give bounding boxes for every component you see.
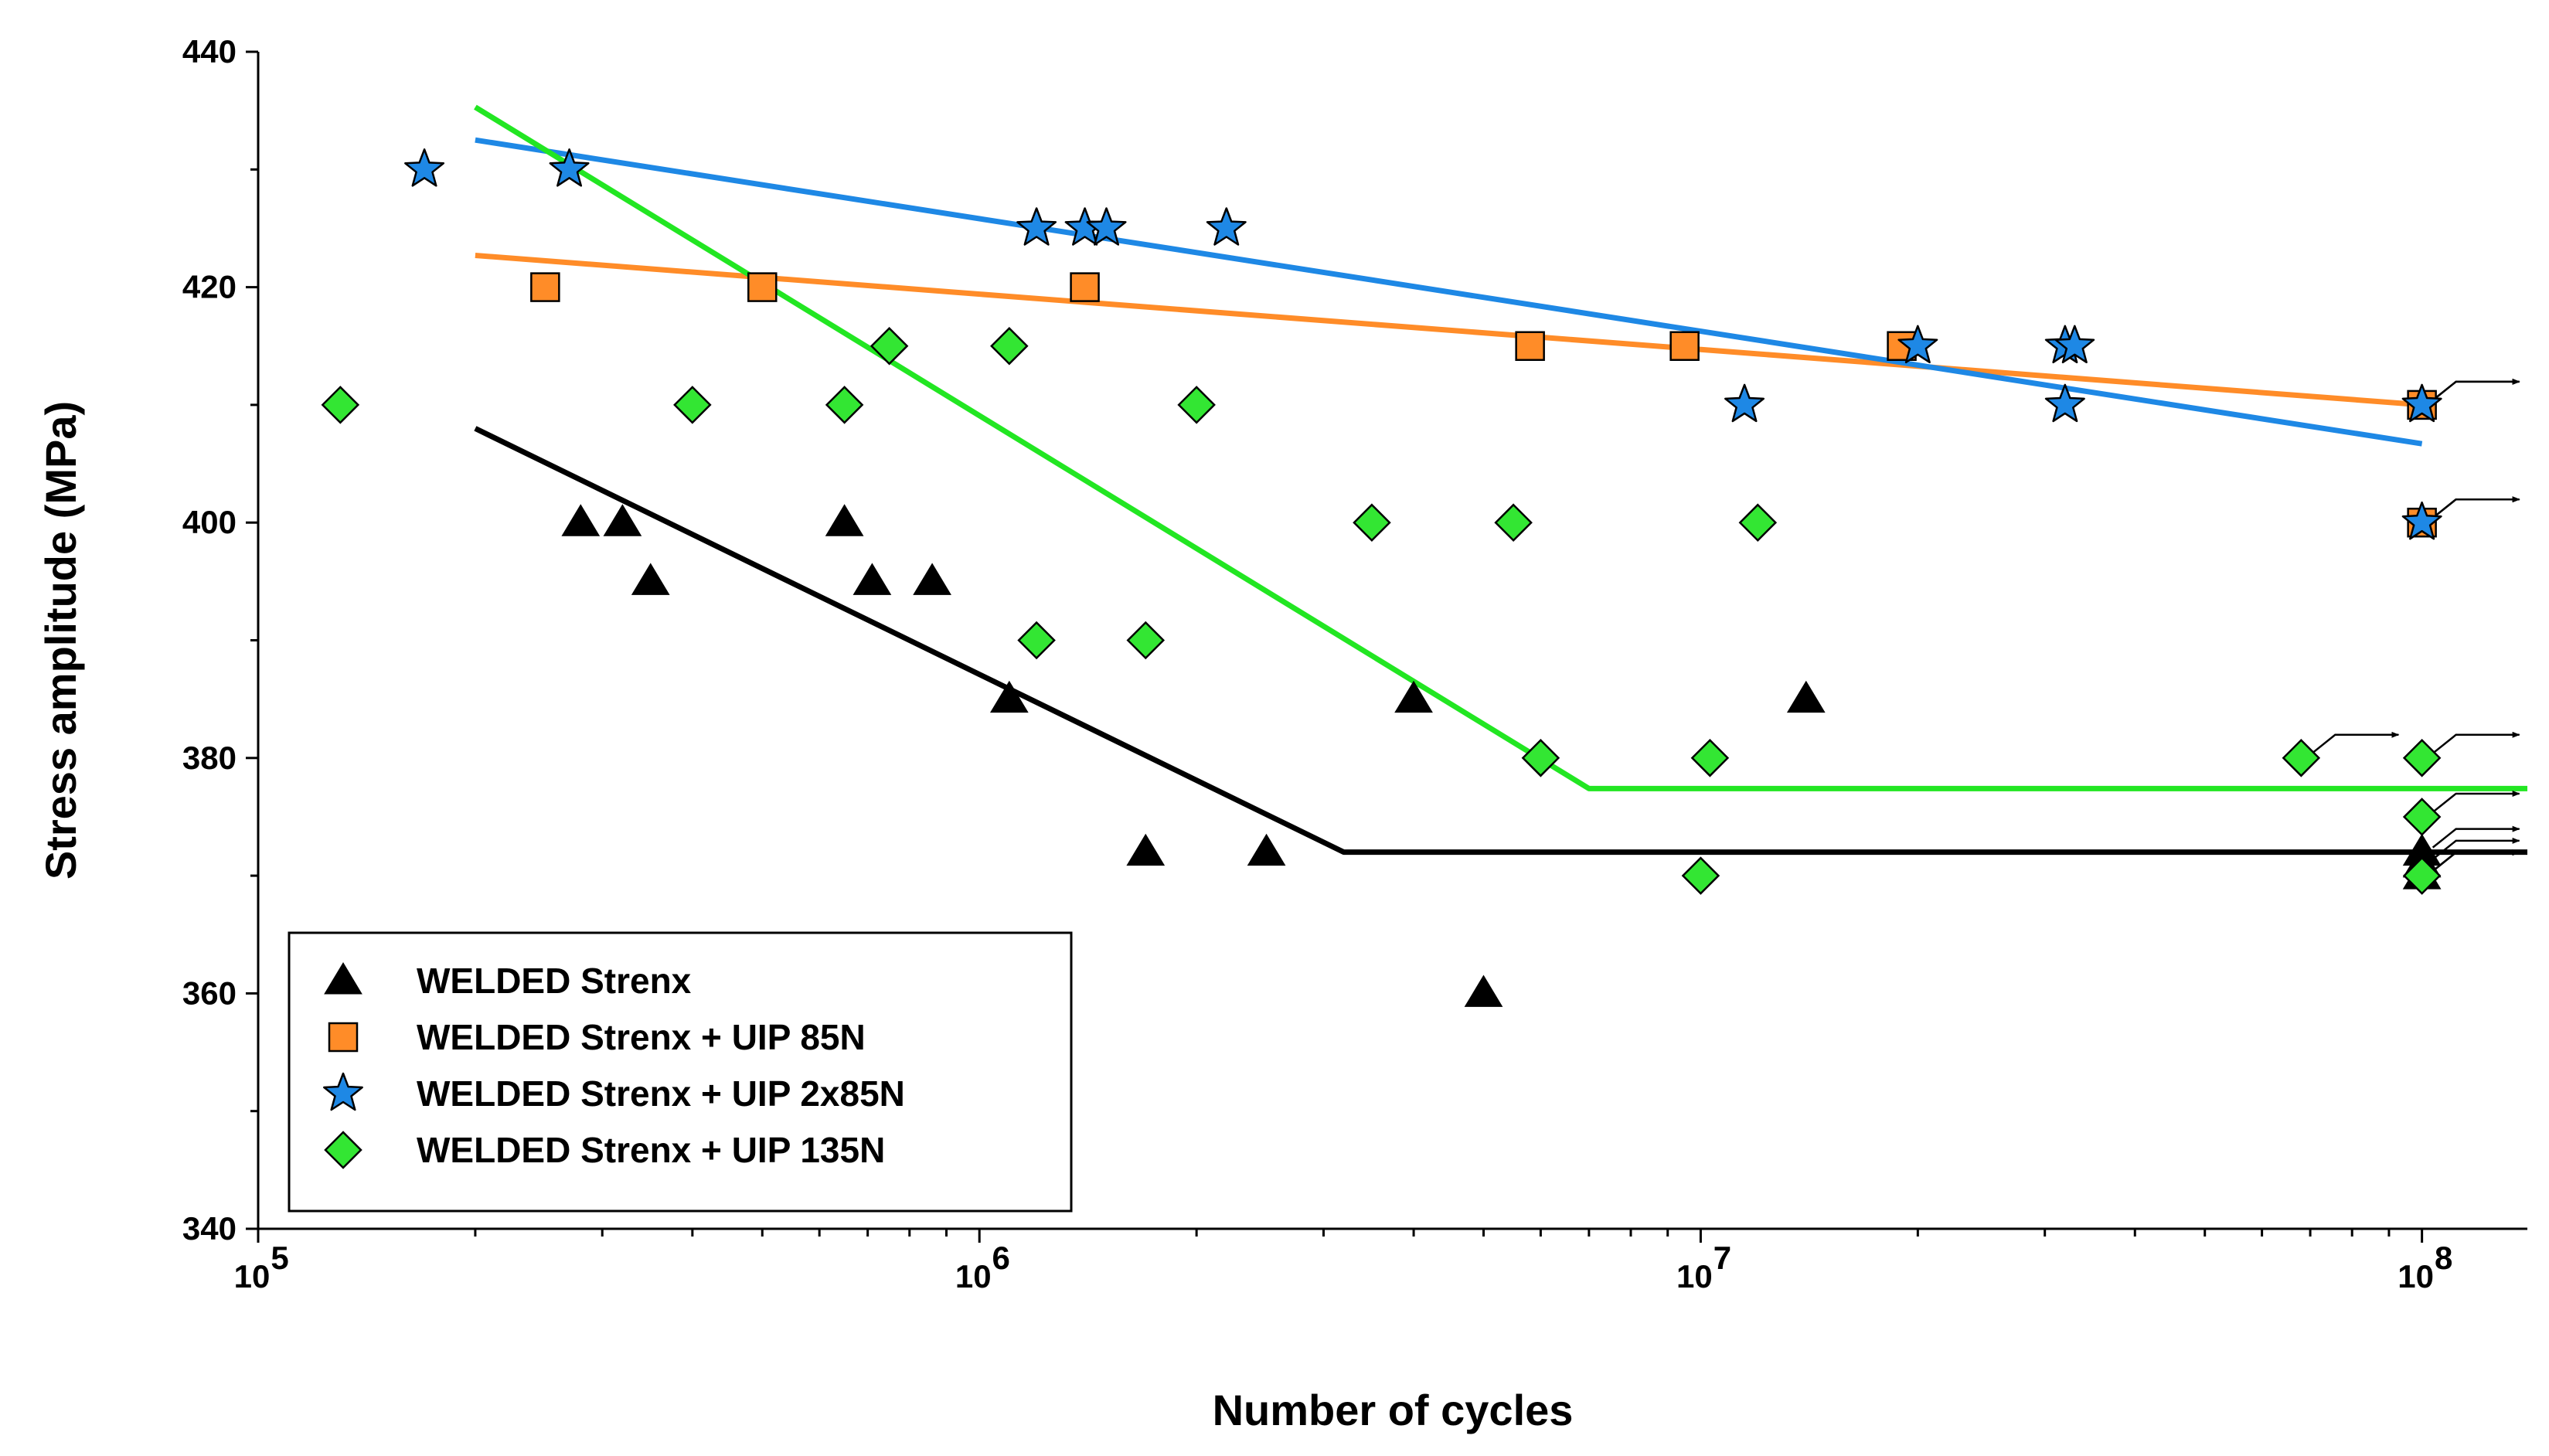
x-tick-exponent: 6	[992, 1240, 1010, 1276]
data-point-series-4	[825, 386, 864, 424]
data-point-series-4	[1353, 503, 1391, 542]
data-point-series-1	[1126, 833, 1166, 866]
legend-marker	[328, 1022, 359, 1053]
data-point-series-4	[1681, 856, 1720, 895]
fit-line-series-3	[475, 137, 2423, 447]
x-tick-base: 10	[2398, 1258, 2434, 1294]
x-tick-exponent: 5	[271, 1240, 288, 1276]
data-point-series-4	[2402, 798, 2442, 836]
legend-item: WELDED Strenx	[324, 961, 692, 1001]
y-tick-label: 380	[182, 740, 237, 776]
data-point-series-1	[853, 563, 892, 595]
legend-label: WELDED Strenx + UIP 135N	[417, 1130, 885, 1170]
data-point-series-4	[1017, 621, 1056, 660]
data-point-series-1	[1464, 975, 1503, 1007]
x-tick-exponent: 7	[1714, 1240, 1731, 1276]
runout-arrow-series-3	[2432, 496, 2520, 519]
data-point-series-1	[989, 680, 1029, 713]
data-point-series-3	[1724, 383, 1765, 423]
data-point-series-4	[1738, 503, 1778, 542]
y-tick-label: 340	[182, 1210, 237, 1247]
data-point-series-3	[1016, 207, 1057, 246]
runout-arrow-series-1	[2432, 825, 2520, 849]
data-point-series-3	[1206, 207, 1247, 246]
legend-box	[288, 931, 1073, 1213]
legend-marker	[324, 1131, 362, 1169]
y-tick-label: 420	[182, 269, 237, 305]
runout-arrow-series-4	[2432, 790, 2520, 813]
x-axis-title: Number of cycles	[1213, 1386, 1574, 1434]
data-point-series-4	[2402, 856, 2442, 895]
data-point-series-4	[673, 386, 712, 424]
data-point-series-2	[1669, 331, 1700, 361]
data-point-series-3	[549, 148, 590, 187]
x-tick-label: 105	[234, 1240, 289, 1294]
data-point-series-2	[1515, 331, 1545, 361]
data-point-series-4	[1126, 621, 1166, 660]
data-point-series-1	[825, 504, 864, 536]
legend-item: WELDED Strenx + UIP 85N	[328, 1017, 866, 1057]
data-point-series-1	[561, 504, 601, 536]
data-point-series-1	[913, 563, 951, 595]
data-point-series-4	[1494, 503, 1533, 542]
legend-item: WELDED Strenx + UIP 2x85N	[323, 1072, 905, 1114]
data-point-series-3	[2054, 325, 2095, 364]
data-point-series-4	[1521, 739, 1560, 777]
data-point-series-4	[1177, 386, 1216, 424]
data-point-series-3	[2401, 501, 2442, 540]
legend-marker	[323, 1072, 363, 1111]
legend-item: WELDED Strenx + UIP 135N	[324, 1130, 885, 1170]
legend-marker	[324, 962, 362, 995]
fit-line-series-1	[474, 426, 2527, 856]
legend-label: WELDED Strenx + UIP 2x85N	[417, 1073, 905, 1114]
data-point-series-4	[870, 326, 909, 366]
data-point-series-1	[631, 563, 670, 595]
data-point-series-1	[1786, 680, 1826, 713]
data-markers	[321, 148, 2442, 1007]
fit-line-series-2	[475, 253, 2422, 408]
fit-lines	[474, 104, 2527, 856]
y-tick-label: 440	[182, 33, 237, 70]
x-tick-label: 107	[1676, 1240, 1731, 1294]
runout-arrow-series-3	[2432, 378, 2520, 401]
runout-arrow-series-4	[2311, 731, 2400, 754]
x-tick-label: 108	[2398, 1240, 2452, 1294]
runout-arrow-series-1	[2432, 837, 2520, 860]
data-point-series-2	[747, 272, 778, 302]
data-point-series-3	[1897, 325, 1938, 364]
legend-label: WELDED Strenx + UIP 85N	[417, 1017, 866, 1057]
data-point-series-1	[1394, 680, 1433, 713]
x-tick-base: 10	[955, 1258, 992, 1294]
data-point-series-2	[530, 272, 560, 302]
legend-label: WELDED Strenx	[417, 961, 692, 1001]
data-point-series-1	[603, 504, 642, 536]
y-tick-label: 360	[182, 975, 237, 1011]
runout-arrows	[2311, 378, 2520, 873]
x-tick-exponent: 8	[2435, 1240, 2452, 1276]
fit-line-series-4	[474, 104, 2527, 791]
data-point-series-2	[1070, 272, 1100, 302]
x-tick-base: 10	[1676, 1258, 1713, 1294]
data-point-series-4	[990, 326, 1029, 366]
legend: WELDED Strenx WELDED Strenx + UIP 85N WELD…	[288, 931, 1073, 1213]
y-axis-title: Stress amplitude (MPa)	[36, 401, 85, 879]
data-point-series-4	[2402, 739, 2442, 777]
data-point-series-4	[2282, 739, 2321, 777]
data-point-series-1	[1247, 833, 1286, 866]
data-point-series-3	[1086, 207, 1127, 246]
runout-arrow-series-4	[2432, 731, 2520, 754]
x-tick-base: 10	[234, 1258, 271, 1294]
runout-arrow-series-4	[2432, 849, 2520, 873]
data-point-series-4	[1690, 739, 1730, 777]
data-point-series-3	[2044, 383, 2085, 423]
x-tick-label: 106	[955, 1240, 1010, 1294]
data-point-series-3	[404, 148, 445, 187]
data-point-series-3	[2401, 383, 2442, 423]
y-tick-label: 400	[182, 504, 237, 540]
data-point-series-4	[321, 386, 360, 424]
